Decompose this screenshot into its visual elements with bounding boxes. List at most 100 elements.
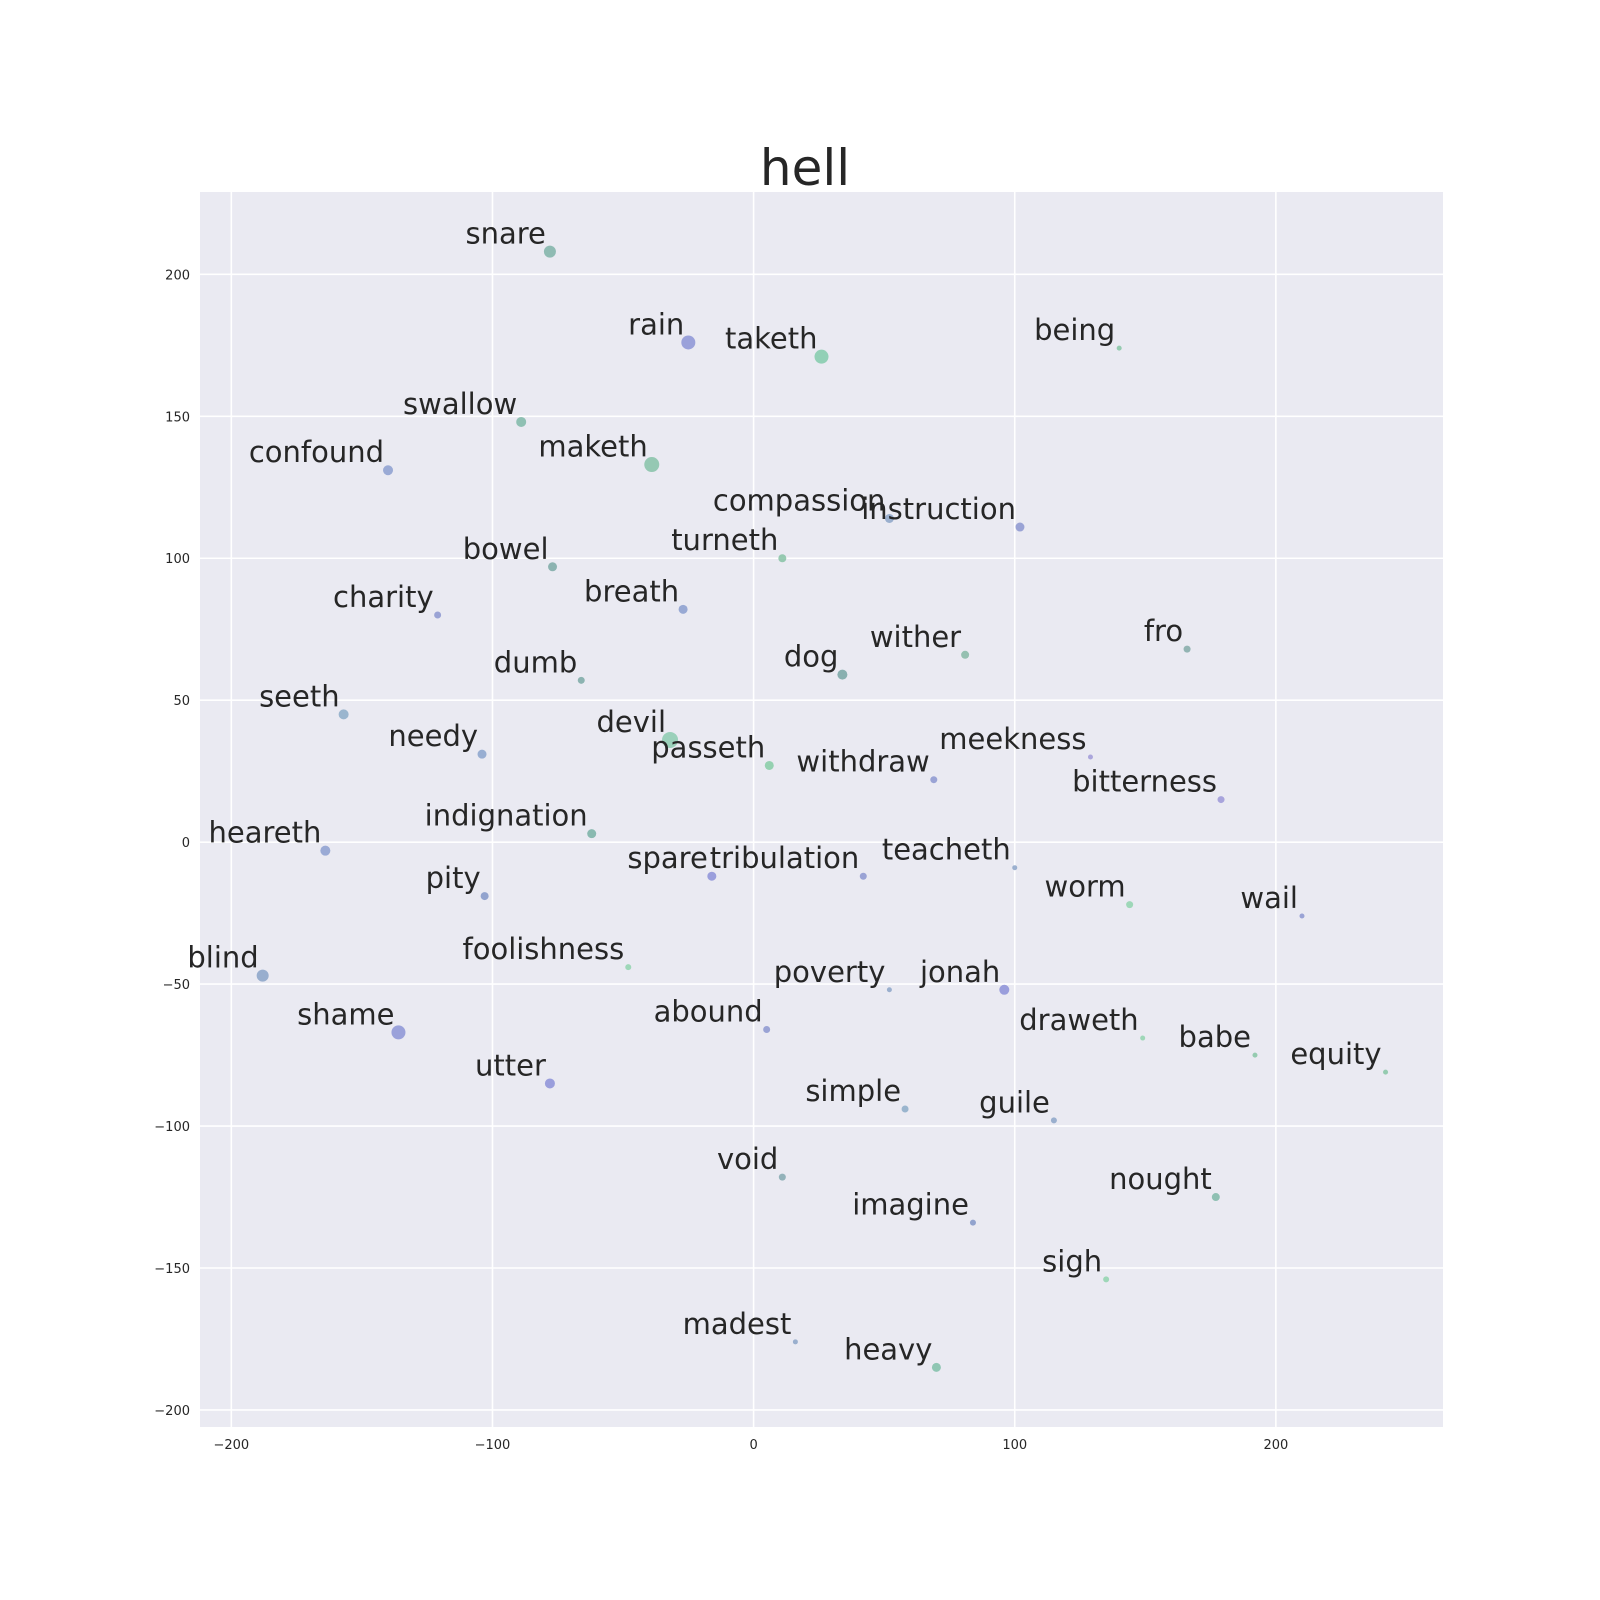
data-point	[837, 669, 848, 680]
data-point	[1183, 645, 1191, 653]
point-label: poverty	[774, 955, 886, 989]
point-label: heavy	[844, 1332, 932, 1366]
y-tick-label: 50	[173, 694, 190, 709]
y-tick-label: 150	[165, 410, 190, 425]
point-label: equity	[1290, 1037, 1381, 1071]
x-tick-label: 100	[1002, 1438, 1027, 1453]
y-tick-label: 100	[165, 552, 190, 567]
data-point	[886, 987, 892, 993]
data-point	[901, 1105, 909, 1113]
point-label: bitterness	[1072, 765, 1217, 799]
point-label: dog	[784, 640, 839, 674]
chart-title: hell	[760, 139, 850, 197]
data-point	[625, 964, 632, 971]
data-point	[480, 892, 489, 901]
data-point	[884, 513, 894, 523]
data-point	[587, 829, 597, 839]
point-label: imagine	[852, 1188, 969, 1222]
data-point	[1116, 345, 1122, 351]
point-label: tribulation	[710, 841, 860, 875]
point-label: draweth	[1019, 1003, 1138, 1037]
data-point	[1087, 754, 1093, 760]
data-point	[383, 465, 394, 476]
data-point	[792, 1339, 798, 1345]
point-label: utter	[475, 1048, 546, 1082]
point-label: charity	[333, 580, 434, 614]
data-point	[1012, 865, 1018, 871]
data-point	[764, 760, 774, 770]
point-label: wither	[870, 620, 961, 654]
data-point	[1299, 913, 1305, 919]
y-tick-label: −150	[154, 1262, 190, 1277]
data-point	[543, 245, 556, 258]
point-label: dumb	[494, 645, 577, 679]
data-point	[1126, 901, 1134, 909]
data-point	[930, 776, 938, 784]
data-point	[548, 562, 558, 572]
data-point	[256, 969, 269, 982]
data-point	[961, 650, 970, 659]
data-point	[477, 749, 487, 759]
data-point	[1252, 1052, 1258, 1058]
y-tick-label: 200	[165, 268, 190, 283]
data-point	[338, 709, 349, 720]
x-tick-label: −100	[475, 1438, 511, 1453]
point-label: meekness	[939, 722, 1086, 756]
axis-ticks: −200 −100 0 100 200 200 150 100 50 0 −50 −100 −150 −2…	[154, 268, 1288, 1453]
point-label: nought	[1109, 1162, 1212, 1196]
data-point	[1211, 1193, 1220, 1202]
point-label: instruction	[861, 492, 1016, 526]
y-tick-label: −200	[154, 1404, 190, 1419]
data-point	[1217, 796, 1225, 804]
point-label: taketh	[725, 322, 818, 356]
point-label: swallow	[403, 387, 517, 421]
data-labels: snare rain taketh being swallow confound maket…	[187, 217, 1381, 1367]
data-points	[256, 245, 1389, 1372]
y-tick-label: 0	[182, 836, 190, 851]
x-tick-label: 0	[749, 1438, 757, 1453]
point-label: shame	[297, 997, 394, 1031]
data-point	[763, 1026, 771, 1034]
point-label: devil	[597, 705, 667, 739]
point-label: void	[717, 1142, 778, 1176]
point-label: teacheth	[882, 833, 1011, 867]
data-point	[999, 984, 1010, 995]
point-label: sigh	[1042, 1244, 1102, 1278]
point-label: jonah	[919, 955, 1000, 989]
data-point	[931, 1362, 941, 1372]
point-label: guile	[979, 1085, 1050, 1119]
data-point	[644, 457, 660, 473]
y-tick-label: −50	[163, 978, 190, 993]
point-label: breath	[584, 574, 679, 608]
point-label: worm	[1045, 870, 1126, 904]
point-label: simple	[805, 1074, 901, 1108]
point-label: rain	[628, 307, 684, 341]
x-tick-label: −200	[213, 1438, 249, 1453]
point-label: passeth	[651, 730, 765, 764]
data-point	[778, 554, 787, 563]
point-label: compassion	[713, 483, 886, 517]
point-label: fro	[1144, 614, 1183, 648]
point-label: confound	[249, 435, 384, 469]
data-point	[859, 872, 867, 880]
point-label: snare	[466, 217, 546, 251]
point-label: heareth	[208, 816, 321, 850]
data-point	[516, 416, 527, 427]
data-point	[1140, 1035, 1146, 1041]
data-point	[1383, 1069, 1389, 1075]
data-point	[544, 1078, 555, 1089]
data-point	[1103, 1276, 1110, 1283]
data-point	[1015, 522, 1025, 532]
point-label: abound	[654, 995, 763, 1029]
data-point	[678, 604, 688, 614]
point-label: seeth	[259, 679, 340, 713]
data-point	[434, 611, 442, 619]
data-point	[969, 1219, 976, 1226]
point-label: maketh	[538, 430, 647, 464]
point-label: needy	[388, 719, 478, 753]
data-point	[662, 731, 679, 748]
x-tick-label: 200	[1263, 1438, 1288, 1453]
point-label: babe	[1179, 1020, 1251, 1054]
data-point	[778, 1173, 786, 1181]
